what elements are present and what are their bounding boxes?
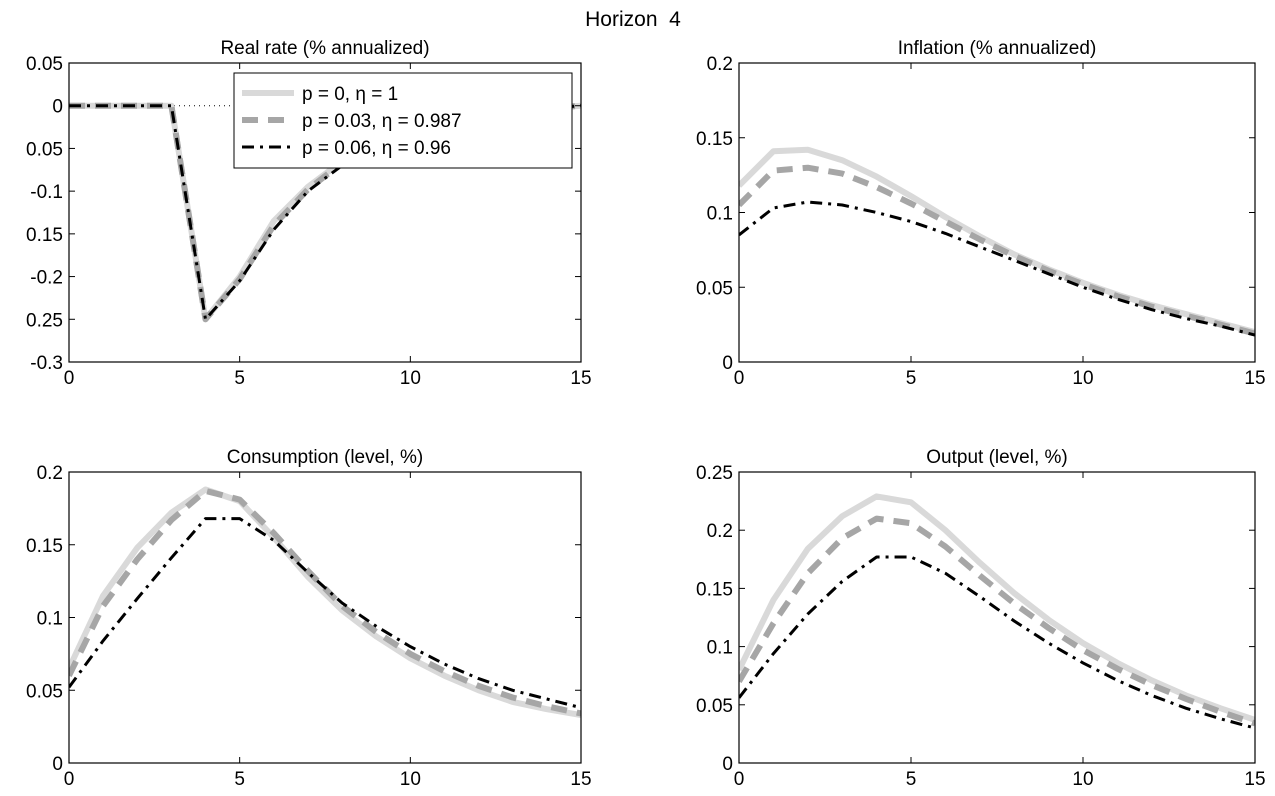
series-group bbox=[69, 486, 581, 718]
y-tick-label: 0.15 bbox=[26, 225, 63, 246]
y-tick-label: 0.2 bbox=[37, 463, 63, 484]
series-line-1 bbox=[739, 146, 1255, 336]
y-tick-label: 0.25 bbox=[26, 310, 63, 331]
x-tick-label: 10 bbox=[1072, 368, 1093, 389]
panel-3: Consumption (level, %) 0 5 10 15 0 0.05 0.1 0.15… bbox=[26, 447, 592, 790]
series-line-3 bbox=[69, 104, 581, 321]
x-tick-label: 5 bbox=[234, 368, 245, 389]
axes-box bbox=[738, 471, 1256, 764]
panel-title: Real rate (% annualized) bbox=[220, 38, 429, 59]
y-tick-label: 0 bbox=[722, 754, 733, 775]
legend-label-1: p = 0, η = 1 bbox=[302, 84, 398, 105]
series-group bbox=[739, 146, 1255, 337]
x-tick-label: 15 bbox=[1244, 368, 1265, 389]
axes-box bbox=[68, 471, 582, 764]
y-tick-label: 0.25 bbox=[696, 463, 733, 484]
y-tick-label: 0.15 bbox=[696, 579, 733, 600]
series-line-2 bbox=[739, 515, 1255, 727]
y-tick-label: 0.2 bbox=[707, 54, 733, 75]
panel-title: Consumption (level, %) bbox=[227, 447, 423, 468]
legend-label-2: p = 0.03, η = 0.987 bbox=[302, 111, 462, 132]
series-line-1 bbox=[739, 493, 1255, 723]
axes-box bbox=[68, 62, 582, 363]
y-tick-label: 0.05 bbox=[696, 696, 733, 717]
series-group bbox=[739, 493, 1255, 730]
x-tick-label: 5 bbox=[234, 769, 245, 790]
x-tick-label: 10 bbox=[400, 769, 421, 790]
series-line-2 bbox=[69, 487, 581, 717]
x-tick-label: 5 bbox=[906, 368, 917, 389]
legend: p = 0, η = 1 p = 0.03, η = 0.987 p = 0.06,… bbox=[233, 72, 573, 169]
series-line-1 bbox=[69, 486, 581, 718]
panel-title: Inflation (% annualized) bbox=[898, 38, 1097, 59]
figure-suptitle: Horizon 4 bbox=[585, 8, 681, 31]
panel-1: Real rate (% annualized) 0 5 10 15 -0.3 0.25 -0… bbox=[26, 38, 592, 389]
y-tick-label: -0.2 bbox=[30, 268, 63, 289]
series-line-3 bbox=[69, 517, 581, 710]
x-tick-label: 0 bbox=[734, 368, 745, 389]
y-tick-label: 0.1 bbox=[707, 204, 733, 225]
y-tick-label: 0.1 bbox=[37, 609, 63, 630]
y-tick-label: 0.05 bbox=[26, 681, 63, 702]
legend-box bbox=[233, 72, 573, 169]
x-tick-label: 10 bbox=[400, 368, 421, 389]
x-tick-label: 0 bbox=[64, 368, 75, 389]
series-line-2 bbox=[739, 164, 1255, 337]
y-tick-label: 0 bbox=[52, 754, 63, 775]
y-tick-label: -0.1 bbox=[30, 182, 63, 203]
series-line-3 bbox=[739, 200, 1255, 337]
y-tick-label: 0.2 bbox=[707, 521, 733, 542]
x-tick-label: 15 bbox=[570, 769, 591, 790]
panel-title: Output (level, %) bbox=[926, 447, 1068, 468]
y-tick-label: 0 bbox=[52, 97, 63, 118]
y-tick-label: 0.15 bbox=[26, 536, 63, 557]
y-tick-label: 0.1 bbox=[707, 638, 733, 659]
legend-label-3: p = 0.06, η = 0.96 bbox=[302, 138, 451, 159]
series-line-3 bbox=[739, 555, 1255, 730]
x-tick-label: 10 bbox=[1072, 769, 1093, 790]
x-tick-label: 0 bbox=[734, 769, 745, 790]
x-tick-label: 15 bbox=[570, 368, 591, 389]
panel-2: Inflation (% annualized) 0 5 10 15 0 0.05 0.1 0.… bbox=[696, 38, 1266, 389]
y-tick-label: 0 bbox=[722, 353, 733, 374]
y-tick-label: 0.05 bbox=[26, 54, 63, 75]
x-tick-label: 15 bbox=[1244, 769, 1265, 790]
panel-4: Output (level, %) 0 5 10 15 0 0.05 0.1 0.15 0.2 0.… bbox=[696, 447, 1266, 790]
y-tick-label: 0.05 bbox=[696, 278, 733, 299]
y-tick-label: 0.05 bbox=[26, 139, 63, 160]
x-tick-label: 5 bbox=[906, 769, 917, 790]
y-tick-label: 0.15 bbox=[696, 129, 733, 150]
x-tick-label: 0 bbox=[64, 769, 75, 790]
y-tick-label: -0.3 bbox=[30, 353, 63, 374]
